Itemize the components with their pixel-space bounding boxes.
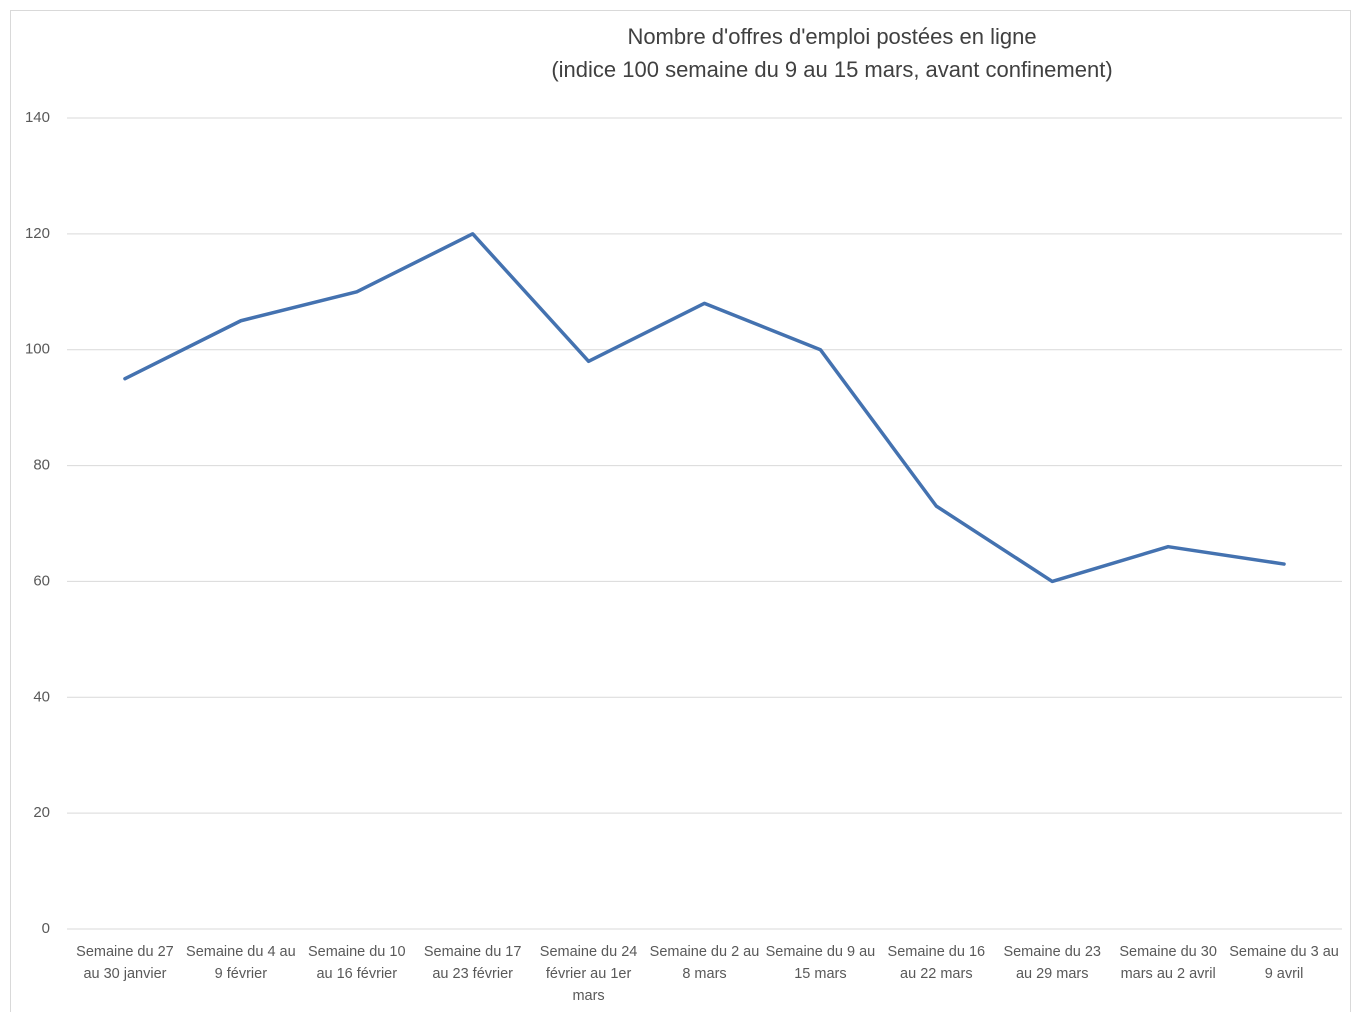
- y-tick-label: 80: [33, 457, 50, 474]
- chart-frame: [10, 10, 1351, 1012]
- x-tick-label: Semaine du 23 au 29 mars: [1003, 944, 1101, 982]
- x-tick-label: Semaine du 9 au 15 mars: [765, 944, 876, 982]
- x-tick-label: Semaine du 2 au 8 mars: [649, 944, 760, 982]
- x-tick-label: Semaine du 4 au 9 février: [186, 944, 296, 982]
- chart-subtitle: (indice 100 semaine du 9 au 15 mars, ava…: [551, 57, 1112, 82]
- x-tick-label: Semaine du 10 au 16 février: [307, 944, 406, 982]
- y-tick-label: 100: [25, 341, 50, 358]
- chart-title: Nombre d'offres d'emploi postées en lign…: [627, 24, 1036, 49]
- y-tick-label: 140: [25, 109, 50, 126]
- x-tick-label: Semaine du 17 au 23 février: [423, 944, 522, 982]
- data-line: [123, 232, 1286, 584]
- x-tick-label: Semaine du 30 mars au 2 avril: [1119, 944, 1217, 982]
- x-tick-label: Semaine du 27 au 30 janvier: [76, 944, 174, 982]
- y-tick-label: 60: [33, 572, 50, 589]
- y-tick-label: 20: [33, 804, 50, 821]
- y-tick-label: 120: [25, 225, 50, 242]
- x-tick-label: Semaine du 24 février au 1er mars: [539, 944, 638, 1004]
- x-tick-label: Semaine du 3 au 9 avril: [1229, 944, 1339, 982]
- y-tick-label: 0: [42, 920, 50, 937]
- y-tick-label: 40: [33, 688, 50, 705]
- x-tick-label: Semaine du 16 au 22 mars: [887, 944, 986, 982]
